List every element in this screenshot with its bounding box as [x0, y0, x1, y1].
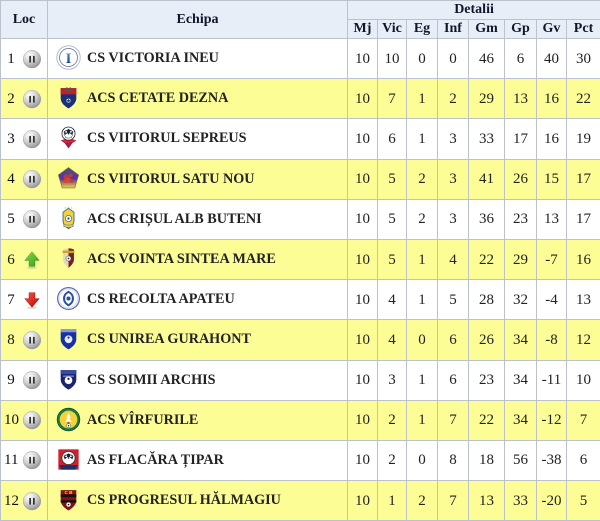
svg-text:C B: C B — [64, 490, 73, 495]
svg-text:I: I — [66, 51, 72, 67]
